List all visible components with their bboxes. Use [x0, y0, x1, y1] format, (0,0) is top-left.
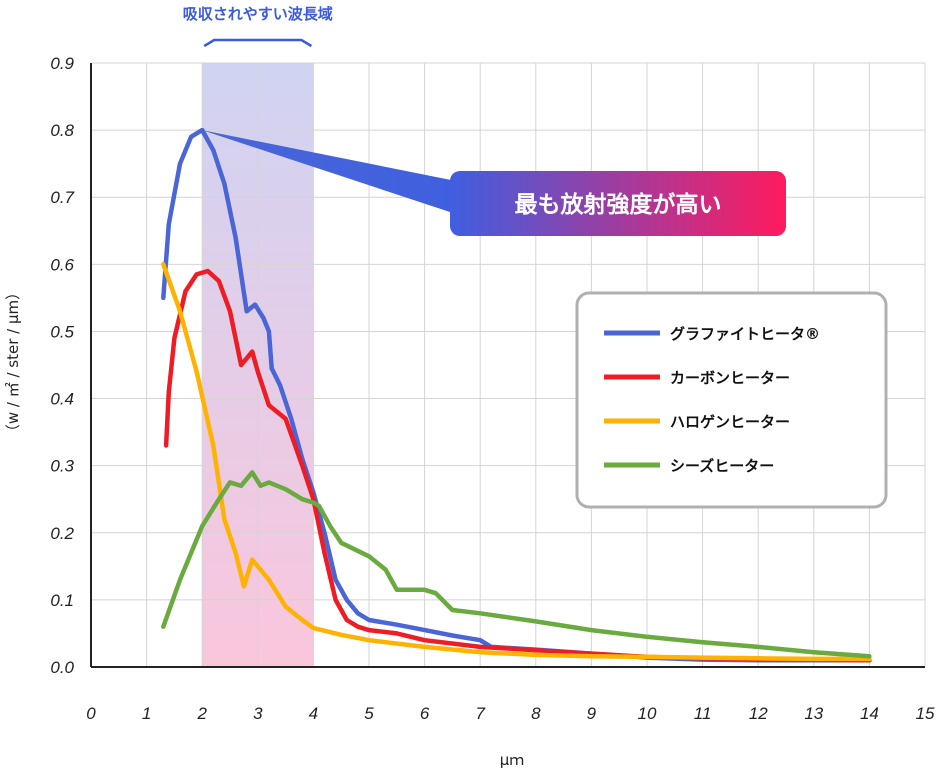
band-label: 吸収されやすい波長域 — [183, 5, 333, 23]
y-tick-labels: 0.0 0.1 0.2 0.3 0.4 0.5 0.6 0.7 0.8 0.9 — [50, 54, 74, 677]
x-tick-label: 6 — [420, 704, 430, 723]
y-tick-label: 0.7 — [50, 188, 74, 207]
callout-pointer — [202, 130, 456, 214]
x-tick-label: 13 — [804, 704, 823, 723]
y-tick-label: 0.6 — [50, 255, 74, 274]
callout-box — [450, 171, 786, 236]
callout-text: 最も放射強度が高い — [515, 191, 722, 218]
y-tick-label: 0.1 — [50, 591, 74, 610]
x-tick-labels: 0 1 2 3 4 5 6 7 8 9 10 11 12 13 14 15 — [86, 704, 935, 723]
x-tick-label: 3 — [253, 704, 263, 723]
legend-label: グラファイトヒータ® — [670, 325, 820, 343]
callout: 最も放射強度が高い — [450, 171, 786, 236]
series-lines — [161, 127, 872, 663]
x-tick-label: 4 — [309, 704, 318, 723]
y-tick-label: 0.3 — [50, 457, 74, 476]
series-line — [163, 268, 872, 663]
y-axis-label: （w / ㎡ / ster / μm） — [4, 285, 22, 439]
x-axis-label: μｍ — [500, 751, 525, 769]
x-tick-label: 15 — [916, 704, 935, 723]
legend-label: シーズヒーター — [670, 457, 774, 475]
x-tick-label: 14 — [860, 704, 879, 723]
x-tick-label: 11 — [694, 704, 712, 723]
legend-label: カーボンヒーター — [670, 369, 790, 387]
x-tick-label: 2 — [196, 704, 207, 723]
series-line — [161, 470, 872, 659]
y-tick-label: 0.4 — [50, 390, 74, 409]
y-tick-label: 0.5 — [50, 322, 74, 341]
y-tick-label: 0.0 — [50, 658, 74, 677]
absorption-band-marker: 吸収されやすい波長域 — [183, 5, 333, 48]
x-tick-label: 0 — [86, 704, 96, 723]
x-tick-label: 9 — [587, 704, 597, 723]
axes — [90, 63, 925, 668]
x-tick-label: 5 — [364, 704, 374, 723]
x-tick-label: 12 — [749, 704, 768, 723]
x-tick-label: 10 — [638, 704, 657, 723]
legend-box — [575, 291, 888, 509]
y-tick-label: 0.8 — [50, 121, 74, 140]
x-tick-label: 1 — [142, 704, 151, 723]
x-tick-label: 7 — [475, 704, 485, 723]
band-bracket — [203, 38, 313, 48]
legend-label: ハロゲンヒーター — [670, 413, 790, 431]
y-tick-label: 0.2 — [50, 524, 74, 543]
x-tick-label: 8 — [531, 704, 541, 723]
y-tick-label: 0.9 — [50, 54, 74, 73]
